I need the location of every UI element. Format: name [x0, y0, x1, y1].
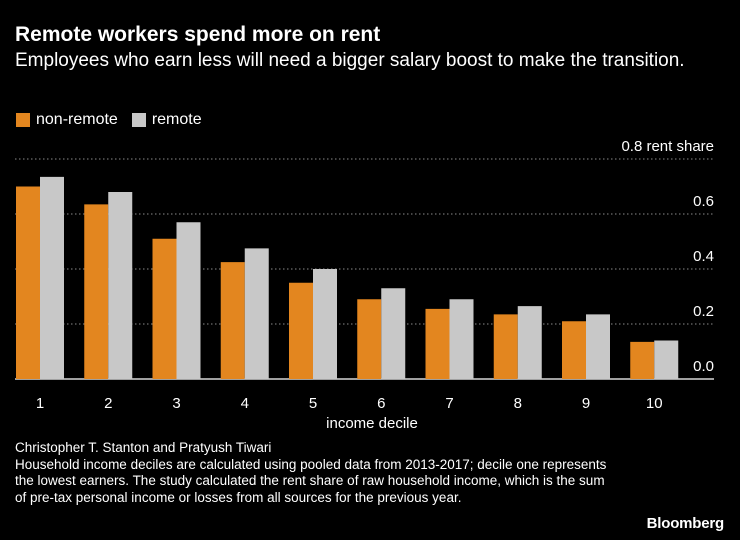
bar-remote-7: [449, 299, 474, 379]
legend-swatch-non-remote: [16, 113, 30, 127]
legend: non-remote remote: [16, 110, 216, 130]
x-tick-label-3: 3: [172, 395, 180, 412]
y-tick-label-1: 0.2: [693, 303, 714, 320]
x-axis-label: income decile: [326, 415, 418, 432]
bloomberg-logo: Bloomberg: [646, 515, 725, 532]
legend-item-remote: remote: [131, 110, 202, 130]
chart-title: Remote workers spend more on rent: [15, 23, 381, 46]
y-tick-label-2: 0.4: [693, 248, 714, 265]
bar-non-remote-4: [220, 262, 245, 379]
bar-remote-1: [40, 176, 64, 379]
bar-remote-2: [108, 192, 133, 379]
legend-swatch-remote: [131, 113, 146, 127]
bars: [16, 176, 679, 379]
bar-non-remote-6: [357, 299, 382, 379]
y-tick-label-3: 0.6: [693, 193, 714, 210]
x-tick-label-5: 5: [309, 395, 317, 412]
bar-remote-5: [313, 269, 337, 379]
legend-item-non-remote: non-remote: [16, 110, 118, 130]
x-tick-label-6: 6: [377, 395, 385, 412]
bar-non-remote-3: [152, 238, 177, 379]
x-tick-label-8: 8: [514, 395, 522, 412]
bar-non-remote-9: [562, 321, 586, 379]
bar-non-remote-1: [16, 186, 40, 379]
x-tick-label-7: 7: [445, 395, 453, 412]
legend-label-remote: remote: [151, 111, 202, 128]
x-axis-ticks: 1 2 3 4 5 6 7 8 9 10: [36, 395, 663, 412]
bar-remote-3: [176, 222, 201, 379]
x-tick-label-9: 9: [582, 395, 590, 412]
x-tick-label-4: 4: [241, 395, 249, 412]
chart-subtitle: Employees who earn less will need a bigg…: [15, 50, 685, 71]
x-tick-label-2: 2: [104, 395, 112, 412]
source-note: Household income deciles are calculated …: [15, 456, 607, 505]
x-tick-label-1: 1: [36, 395, 44, 412]
y-tick-label-4: 0.8 rent share: [621, 138, 714, 155]
source-authors: Christopher T. Stanton and Pratyush Tiwa…: [15, 440, 272, 455]
source-block: Christopher T. Stanton and Pratyush Tiwa…: [15, 440, 615, 506]
bar-remote-8: [517, 306, 542, 379]
bar-remote-9: [586, 314, 610, 379]
bar-non-remote-5: [289, 282, 313, 379]
y-axis-ticks: 0.0 0.2 0.4 0.6 0.8 rent share: [621, 138, 714, 375]
x-tick-label-10: 10: [646, 395, 663, 412]
legend-label-non-remote: non-remote: [36, 111, 118, 128]
bar-non-remote-2: [84, 204, 109, 379]
y-tick-label-0: 0.0: [693, 358, 714, 375]
bar-remote-6: [381, 288, 406, 379]
bar-remote-10: [654, 340, 679, 379]
bar-non-remote-7: [425, 308, 450, 379]
bar-non-remote-10: [630, 341, 655, 379]
bar-non-remote-8: [493, 314, 518, 379]
bar-remote-4: [244, 248, 269, 379]
